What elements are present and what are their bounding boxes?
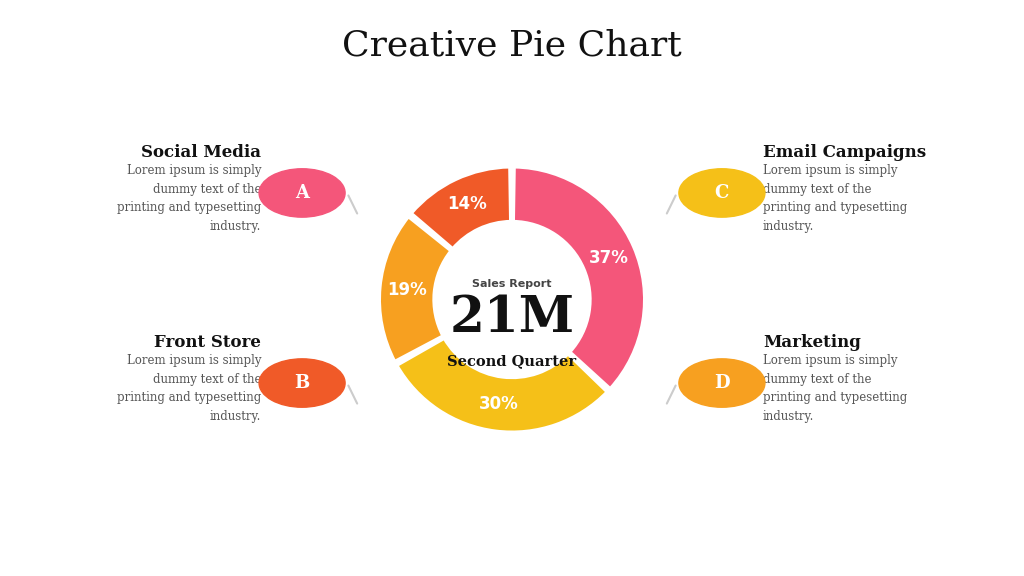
Text: C: C xyxy=(715,184,729,202)
Circle shape xyxy=(679,169,765,217)
Wedge shape xyxy=(379,217,452,362)
Text: Creative Pie Chart: Creative Pie Chart xyxy=(342,29,682,63)
Text: Second Quarter: Second Quarter xyxy=(447,355,577,369)
Text: D: D xyxy=(714,374,730,392)
Text: Social Media: Social Media xyxy=(141,144,261,161)
Text: Lorem ipsum is simply
dummy text of the
printing and typesetting
industry.: Lorem ipsum is simply dummy text of the … xyxy=(117,354,261,423)
Text: Lorem ipsum is simply
dummy text of the
printing and typesetting
industry.: Lorem ipsum is simply dummy text of the … xyxy=(117,164,261,233)
Wedge shape xyxy=(396,338,607,432)
Text: A: A xyxy=(295,184,309,202)
Text: 19%: 19% xyxy=(387,281,427,298)
Text: 14%: 14% xyxy=(447,195,487,213)
Wedge shape xyxy=(513,167,645,389)
Text: B: B xyxy=(295,374,309,392)
Text: Marketing: Marketing xyxy=(763,334,861,351)
Text: 21M: 21M xyxy=(450,294,574,343)
Text: 30%: 30% xyxy=(479,395,519,413)
Text: Lorem ipsum is simply
dummy text of the
printing and typesetting
industry.: Lorem ipsum is simply dummy text of the … xyxy=(763,354,907,423)
Text: Email Campaigns: Email Campaigns xyxy=(763,144,926,161)
Circle shape xyxy=(259,359,345,407)
Text: Lorem ipsum is simply
dummy text of the
printing and typesetting
industry.: Lorem ipsum is simply dummy text of the … xyxy=(763,164,907,233)
Circle shape xyxy=(259,169,345,217)
Text: 37%: 37% xyxy=(589,249,629,267)
Circle shape xyxy=(679,359,765,407)
Text: Front Store: Front Store xyxy=(155,334,261,351)
Text: Sales Report: Sales Report xyxy=(472,279,552,289)
Wedge shape xyxy=(411,167,511,249)
